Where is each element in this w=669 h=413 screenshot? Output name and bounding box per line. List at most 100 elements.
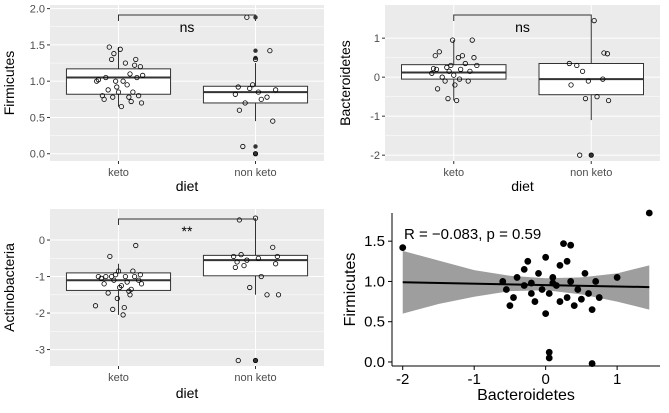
x-axis-title: Bacteroidetes — [477, 387, 575, 404]
data-point — [258, 96, 264, 102]
data-point — [605, 97, 612, 104]
data-point — [513, 274, 521, 281]
data-point — [567, 241, 575, 249]
data-point — [264, 292, 270, 298]
x-tick-label: keto — [108, 372, 129, 384]
data-point — [542, 253, 550, 261]
data-point — [613, 274, 621, 281]
data-point — [130, 89, 136, 95]
data-point — [103, 74, 109, 81]
data-point — [120, 312, 126, 318]
data-point — [446, 68, 452, 74]
data-point — [545, 354, 553, 362]
data-point — [462, 60, 468, 67]
data-point — [252, 56, 259, 63]
data-point — [128, 98, 134, 105]
data-point — [136, 277, 142, 283]
data-point — [538, 286, 546, 293]
data-point — [111, 277, 117, 283]
data-point — [234, 259, 240, 265]
data-point — [535, 269, 542, 277]
data-point — [588, 360, 596, 367]
data-point — [444, 64, 450, 71]
data-point — [549, 279, 557, 287]
data-point — [98, 275, 104, 281]
y-tick-label: 1 — [374, 33, 380, 45]
data-point — [133, 56, 139, 63]
data-point — [452, 82, 458, 88]
boxplot-non-keto — [202, 218, 309, 295]
data-point — [136, 93, 142, 99]
y-tick-label: 2.0 — [30, 4, 45, 16]
data-point — [101, 281, 107, 287]
data-point — [454, 97, 460, 104]
x-tick-label: non keto — [234, 167, 276, 179]
x-tick-label: 1 — [613, 371, 621, 388]
data-point — [137, 64, 143, 70]
data-point — [581, 269, 589, 277]
data-point — [105, 290, 111, 296]
y-tick-label: 0.5 — [30, 112, 45, 124]
data-point — [92, 303, 99, 309]
data-point — [134, 74, 140, 81]
x-tick-label: 0 — [541, 371, 549, 388]
data-point — [560, 240, 567, 248]
data-point — [264, 94, 270, 100]
data-point — [113, 78, 119, 84]
significance-label: ns — [180, 19, 195, 35]
data-point — [115, 268, 122, 274]
data-point — [458, 66, 464, 72]
data-point — [474, 62, 480, 69]
x-tick-label: -2 — [396, 371, 409, 388]
data-point — [549, 274, 557, 281]
x-axis-title: diet — [176, 178, 199, 194]
data-point — [114, 295, 120, 302]
data-point — [270, 244, 276, 250]
data-point — [594, 94, 600, 100]
data-point — [585, 290, 592, 297]
data-point — [238, 252, 244, 258]
data-point — [433, 66, 440, 72]
data-point — [577, 152, 583, 158]
data-point — [429, 70, 435, 76]
data-point — [582, 96, 589, 102]
data-point — [140, 72, 146, 78]
data-point — [241, 262, 247, 269]
data-point — [127, 292, 133, 298]
data-point — [133, 242, 139, 249]
data-point — [499, 278, 507, 285]
data-point — [502, 286, 510, 293]
data-point — [122, 60, 129, 66]
panel-firmicutes-vs-bacteroidetes: 0.0 0.5 1.0 1.5 -2 -1 0 1 R = −0.083, p = 0.59 Ba… — [342, 209, 660, 404]
outlier-point — [253, 144, 258, 149]
y-tick-label: 0.5 — [364, 314, 385, 331]
significance-label: ns — [515, 19, 530, 35]
y-tick-label: 0.0 — [30, 149, 45, 161]
data-point — [545, 290, 553, 297]
y-tick-label: -2 — [35, 308, 45, 320]
outlier-point — [589, 152, 594, 158]
data-point — [520, 282, 528, 289]
y-tick-label: 1.0 — [364, 273, 385, 290]
data-point — [604, 51, 611, 57]
boxplot-non-keto — [202, 63, 309, 122]
data-point — [570, 302, 578, 310]
data-point — [432, 53, 438, 59]
data-point — [236, 217, 242, 223]
box-iqr — [65, 272, 172, 291]
data-point — [121, 304, 127, 311]
data-point — [455, 55, 461, 61]
significance-bracket — [118, 218, 256, 225]
data-point — [469, 37, 475, 43]
data-point — [232, 91, 238, 97]
data-point — [510, 294, 517, 301]
x-axis-title: diet — [176, 385, 199, 401]
panel-actinobacteria-by-diet: -3 -2 -1 0 keto non keto ** diet Actinobacteria — [1, 209, 324, 401]
correlation-annotation: R = −0.083, p = 0.59 — [404, 226, 541, 243]
data-point — [274, 253, 280, 260]
y-tick-label: -1 — [370, 111, 380, 123]
data-point — [430, 65, 437, 72]
data-point — [235, 357, 241, 364]
significance-bracket — [118, 14, 256, 21]
